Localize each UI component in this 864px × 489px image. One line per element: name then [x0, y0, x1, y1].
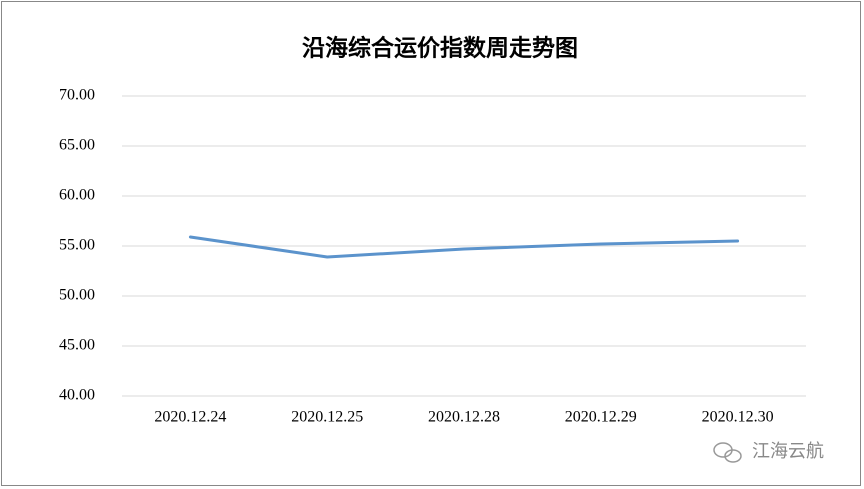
y-tick-label: 40.00 [59, 387, 95, 404]
x-tick-label: 2020.12.25 [291, 409, 363, 426]
x-tick-label: 2020.12.28 [428, 409, 500, 426]
y-tick-label: 65.00 [59, 137, 95, 154]
y-tick-label: 60.00 [59, 187, 95, 204]
y-tick-label: 50.00 [59, 287, 95, 304]
y-tick-label: 55.00 [59, 237, 95, 254]
watermark: 江海云航 [752, 441, 824, 462]
watermark-icon [713, 442, 742, 463]
line [188, 235, 740, 259]
y-tick-label: 70.00 [59, 87, 95, 104]
x-tick-label: 2020.12.24 [154, 409, 226, 426]
x-tick-label: 2020.12.30 [702, 409, 774, 426]
y-tick-label: 45.00 [59, 337, 95, 354]
x-tick-label: 2020.12.29 [565, 409, 637, 426]
chart-title: 沿海综合运价指数周走势图 [302, 34, 578, 60]
